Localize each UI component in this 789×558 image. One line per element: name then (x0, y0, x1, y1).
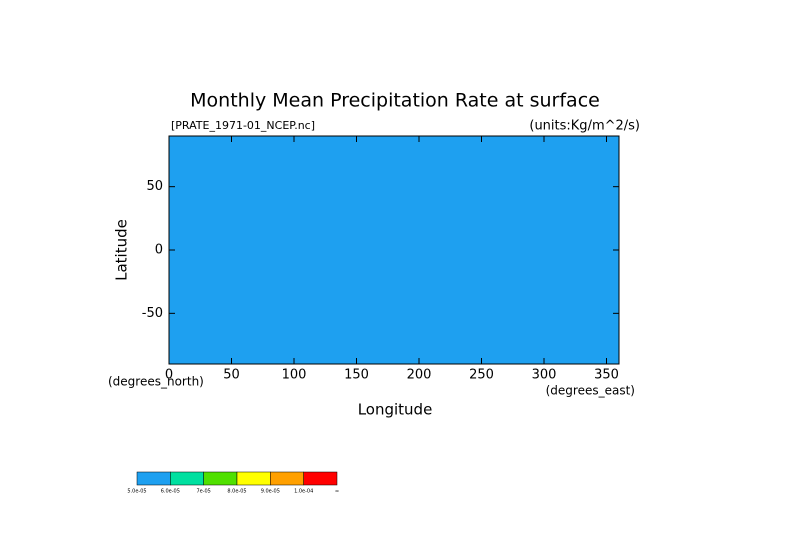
colorbar-label: 1.0e-04 (294, 489, 313, 495)
y-tick-label: 0 (155, 243, 163, 258)
colorbar-swatch (303, 471, 338, 486)
colorbar-swatch (136, 471, 171, 486)
map-field (168, 135, 620, 365)
x-unit: (degrees_east) (546, 384, 635, 398)
colorbar-swatch (270, 471, 304, 486)
units: (units:Kg/m^2/s) (529, 119, 640, 134)
colorbar-swatch (203, 471, 238, 486)
x-tick-label: 300 (532, 368, 557, 383)
colorbar-swatch (236, 471, 271, 486)
x-tick-label: 150 (344, 368, 369, 383)
x-tick-label: 50 (223, 368, 240, 383)
colorbar-label: 8.0e-05 (227, 489, 246, 495)
x-tick-label: 100 (282, 368, 307, 383)
x-tick-label: 350 (594, 368, 619, 383)
x-tick-label: 0 (165, 368, 173, 383)
colorbar-label: 7e-05 (196, 489, 210, 495)
colorbar-label: 9.0e-05 (261, 489, 280, 495)
y-axis-label: Latitude (113, 219, 131, 281)
colorbar-label: 6.0e-05 (161, 489, 180, 495)
x-tick-label: 250 (469, 368, 494, 383)
colorbar-label: 5.0e-05 (127, 489, 146, 495)
x-axis-label: Longitude (358, 401, 433, 419)
colorbar-swatch (170, 471, 204, 486)
colorbar-label: ∞ (335, 489, 339, 495)
subtitle: [PRATE_1971-01_NCEP.nc] (171, 119, 315, 132)
y-unit: (degrees_north) (108, 375, 204, 389)
y-tick-label: -50 (142, 306, 163, 321)
y-tick-label: 50 (146, 179, 163, 194)
chart-title: Monthly Mean Precipitation Rate at surfa… (190, 90, 600, 112)
x-tick-label: 200 (407, 368, 432, 383)
